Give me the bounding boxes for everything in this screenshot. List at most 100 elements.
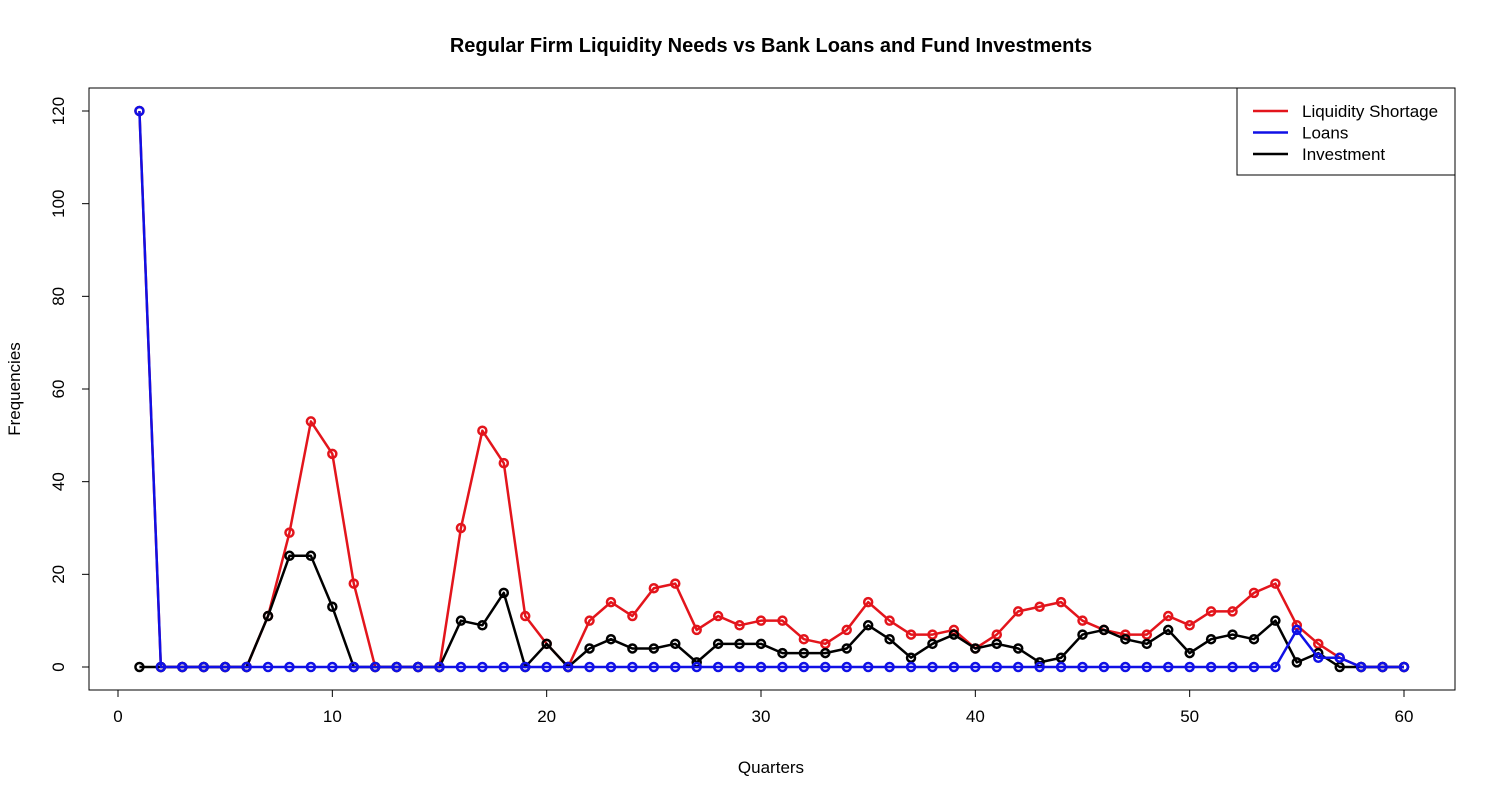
data-point-loans [905,661,917,673]
y-tick-label: 0 [49,662,68,671]
data-point-liquidity-shortage [905,629,917,640]
y-tick-label: 100 [49,189,68,217]
data-point-loans [1398,661,1410,673]
data-point-loans [1055,661,1067,673]
data-point-investment [884,633,895,645]
y-tick-label: 60 [49,380,68,399]
legend-label: Investment [1302,145,1385,164]
data-point-loans [262,661,274,673]
plot-frame [88,87,1456,691]
data-point-investment [991,638,1003,650]
data-point-liquidity-shortage [305,416,317,427]
data-point-investment [927,638,938,650]
data-point-liquidity-shortage [1141,629,1153,640]
data-point-investment [134,661,145,673]
data-point-investment [284,550,295,562]
data-point-investment [1098,624,1110,636]
data-point-liquidity-shortage [1227,606,1238,617]
data-point-loans [755,661,767,673]
data-point-liquidity-shortage [777,615,788,626]
data-point-investment [1205,633,1217,645]
data-point-liquidity-shortage [991,629,1003,640]
data-point-loans [177,661,188,673]
data-point-liquidity-shortage [841,624,852,636]
data-point-liquidity-shortage [1184,620,1195,631]
data-point-investment [1227,629,1238,640]
data-point-loans [605,661,617,673]
data-point-liquidity-shortage [327,448,338,460]
data-point-loans [1270,661,1281,673]
data-point-investment [455,615,467,626]
legend-label: Loans [1302,124,1348,143]
data-point-loans [1141,661,1153,673]
data-point-investment [1162,624,1174,636]
data-point-loans [155,661,167,673]
data-point-loans [519,661,531,673]
data-point-investment [305,550,317,562]
data-point-loans [1184,661,1195,673]
y-axis: 0 20 40 60 80 100 120 [49,97,90,672]
data-point-investment [862,620,874,631]
x-tick-label: 0 [113,707,122,726]
data-point-loans [1334,652,1345,663]
series-line-liquidity-shortage [138,110,1404,669]
data-point-loans [712,661,724,673]
data-point-liquidity-shortage [1313,638,1324,650]
data-point-investment [627,643,638,654]
data-point-investment [477,620,488,631]
data-point-loans [1120,661,1131,673]
data-point-loans [327,661,338,673]
data-point-investment [541,638,552,650]
data-point-loans [369,661,381,673]
data-point-investment [948,629,960,640]
data-point-loans [391,661,402,673]
data-point-liquidity-shortage [519,610,531,622]
data-point-loans [1034,661,1045,673]
data-point-liquidity-shortage [348,578,360,589]
data-point-loans [670,661,681,673]
data-point-liquidity-shortage [1270,578,1281,589]
data-point-liquidity-shortage [284,527,295,538]
x-tick-label: 50 [1180,707,1199,726]
data-point-loans [584,661,595,673]
data-point-loans [1077,661,1088,673]
x-tick-label: 60 [1395,707,1414,726]
data-point-liquidity-shortage [820,638,831,650]
data-point-investment [820,647,831,659]
data-point-loans [1012,661,1024,673]
x-axis: 0 10 20 30 40 50 60 [113,689,1414,726]
data-point-liquidity-shortage [605,596,617,608]
data-point-liquidity-shortage [670,578,681,589]
data-point-investment [755,638,767,650]
data-point-loans [134,105,145,117]
y-axis-label: Frequencies [5,342,24,436]
data-point-liquidity-shortage [584,615,595,626]
data-point-loans [198,661,209,673]
data-point-investment [1291,657,1303,668]
data-point-loans [734,661,745,673]
data-point-investment [905,652,917,663]
data-point-investment [1012,643,1024,654]
data-point-loans [455,661,467,673]
data-point-liquidity-shortage [1077,615,1088,626]
data-point-investment [798,647,810,659]
data-point-liquidity-shortage [1248,587,1260,599]
data-point-loans [1377,661,1388,673]
data-point-loans [219,661,231,673]
data-point-loans [1227,661,1238,673]
series-liquidity-shortage [134,105,1410,673]
data-point-liquidity-shortage [1162,610,1174,622]
data-point-loans [648,661,660,673]
x-axis-label: Quarters [738,758,804,777]
data-point-loans [1355,661,1367,673]
data-point-investment [841,643,852,654]
data-point-liquidity-shortage [712,610,724,622]
data-point-loans [284,661,295,673]
series-loans [134,105,1410,673]
data-point-liquidity-shortage [648,582,660,594]
data-point-investment [1248,633,1260,645]
data-point-loans [1291,624,1303,636]
x-tick-label: 20 [537,707,556,726]
data-point-loans [1248,661,1260,673]
